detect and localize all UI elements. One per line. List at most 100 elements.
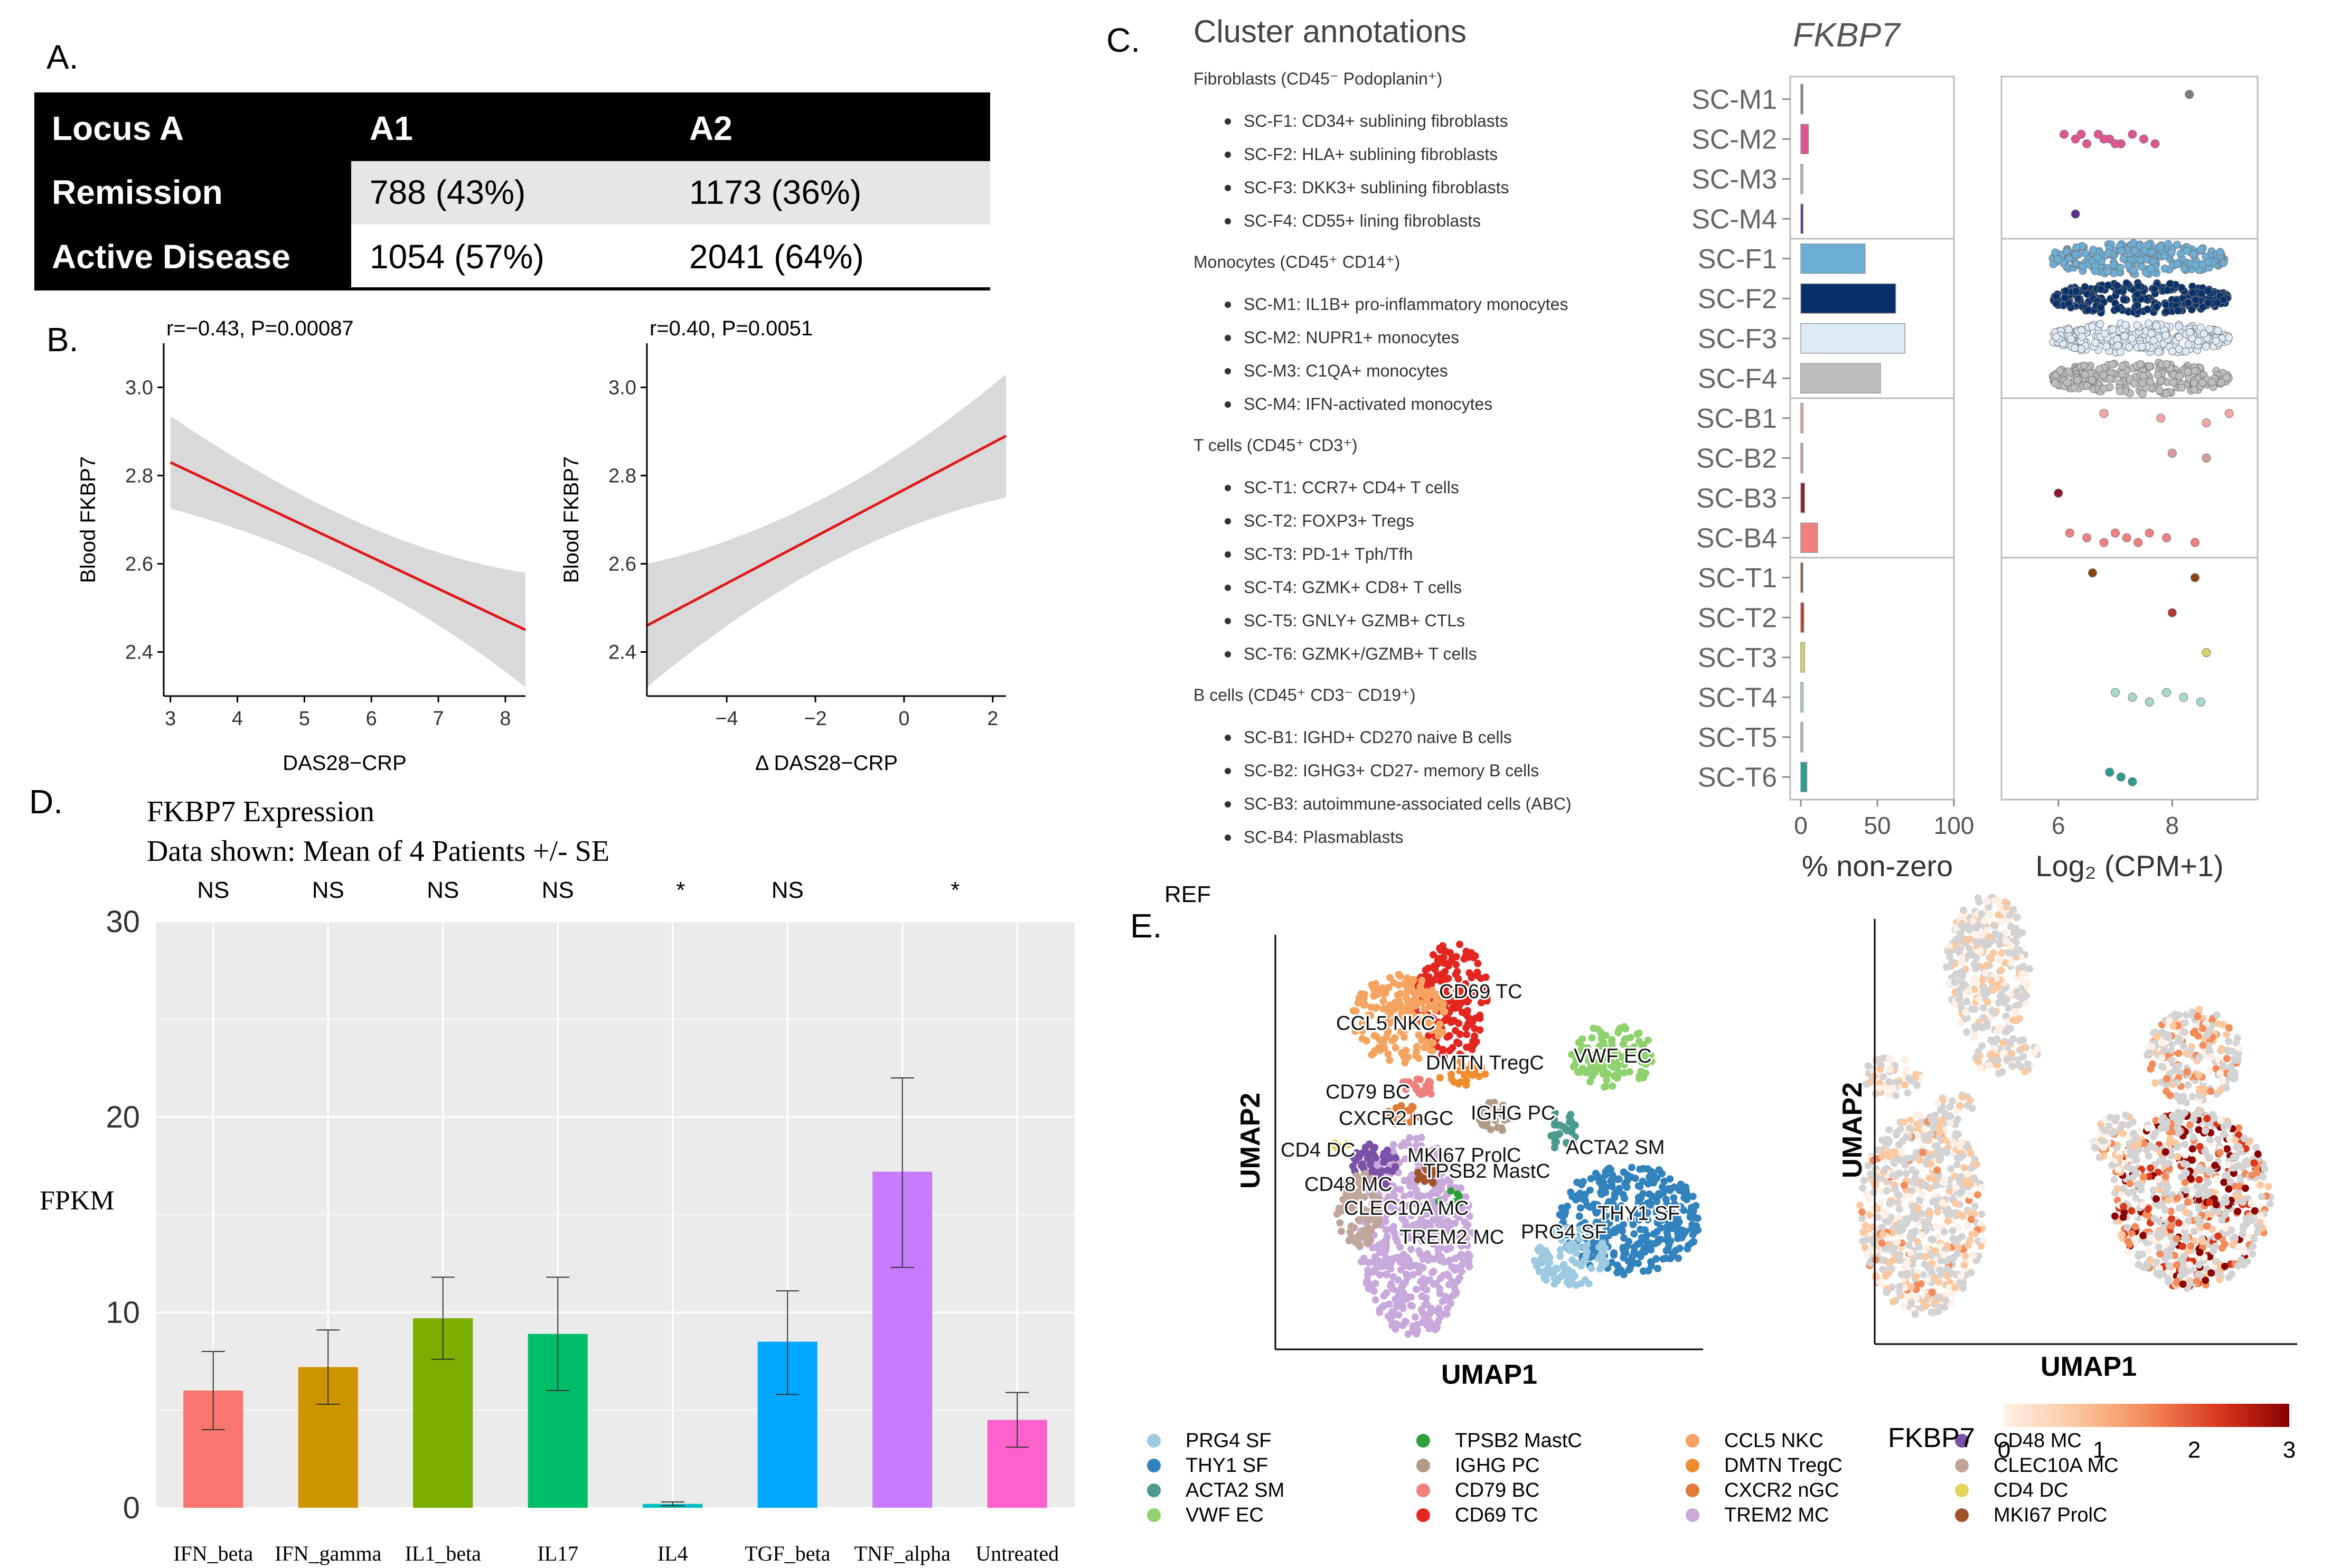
umap-cell	[1428, 987, 1436, 994]
umap-cell	[1477, 974, 1485, 982]
umap-cell	[1944, 1209, 1952, 1217]
umap-cell	[2012, 951, 2019, 959]
expression-dot	[2177, 284, 2186, 292]
umap-cell	[2194, 1032, 2202, 1040]
umap-cell	[1653, 1206, 1661, 1214]
umap-cell	[2151, 1079, 2159, 1087]
expression-dot	[2111, 688, 2120, 697]
umap-cell	[2201, 1127, 2209, 1135]
umap-cell	[1955, 996, 1963, 1003]
umap-cell	[1644, 1180, 1652, 1188]
umap-cell	[1400, 1033, 1408, 1041]
expression-dot	[2139, 372, 2148, 380]
umap-cell	[1436, 1074, 1444, 1082]
umap-cell	[1635, 1075, 1643, 1083]
umap-cell	[1993, 1035, 2001, 1043]
expression-dot	[2222, 373, 2231, 382]
umap-cell	[1665, 1216, 1672, 1224]
bar-chart-title: FKBP7 Expression	[147, 795, 374, 828]
umap-cell	[1608, 1037, 1615, 1045]
umap-cell	[1939, 1199, 1947, 1207]
expression-dot	[2130, 247, 2139, 255]
umap-cell	[1383, 1271, 1390, 1279]
umap-cell	[1389, 1147, 1397, 1155]
panel-c: C. Cluster annotations Fibroblasts (CD45…	[1106, 14, 2259, 907]
umap-cell	[1404, 1018, 1412, 1026]
umap-cell	[1438, 1050, 1446, 1058]
umap-cell	[1576, 1235, 1584, 1243]
umap-cell	[1878, 1223, 1886, 1231]
umap-cell	[1658, 1216, 1666, 1224]
expression-dot	[2061, 294, 2069, 302]
umap-cell	[1959, 1151, 1967, 1159]
table-row-label: Active Disease	[52, 238, 290, 276]
umap-cell	[2023, 979, 2031, 987]
umap-cell	[1438, 1310, 1446, 1318]
umap-cell	[1573, 1178, 1581, 1186]
umap-cell	[1610, 1072, 1618, 1080]
umap-cell	[1889, 1298, 1897, 1306]
umap-cell	[1546, 1259, 1554, 1266]
cluster-label: THY1 SF	[1597, 1203, 1680, 1225]
umap-cell	[1442, 1292, 1450, 1300]
percent-bar	[1800, 363, 1881, 393]
y-tick-label: 20	[106, 1100, 140, 1134]
umap-cell	[1553, 1138, 1561, 1146]
umap-cell	[1951, 1284, 1959, 1292]
umap-cell	[1884, 1270, 1892, 1278]
umap-cell	[1971, 1024, 1979, 1032]
umap-cell	[1397, 1028, 1405, 1036]
expression-dot	[2155, 386, 2164, 395]
umap-cell	[1908, 1231, 1916, 1239]
cluster-annotation-item: SC-T3: PD-1+ Tph/Tfh	[1244, 544, 1413, 564]
umap-cell	[1959, 906, 1967, 914]
umap-cell	[1360, 1233, 1368, 1241]
expression-dot	[2122, 279, 2131, 287]
umap-cell	[1437, 998, 1445, 1006]
umap-cell	[1928, 1288, 1936, 1296]
cluster-annotation-item: SC-M3: C1QA+ monocytes	[1244, 361, 1448, 380]
umap-cell	[1621, 1035, 1629, 1043]
cluster-label: CXCR2 nGC	[1339, 1107, 1454, 1130]
umap-cell	[1974, 921, 1982, 929]
umap-cell	[1929, 1236, 1937, 1244]
umap-cell	[1895, 1205, 1903, 1213]
umap-cell	[1418, 1309, 1426, 1317]
category-label: IL17	[537, 1542, 578, 1565]
umap-cell	[1925, 1264, 1933, 1272]
umap-cell	[2019, 963, 2027, 971]
umap-cell	[1402, 1279, 1409, 1287]
umap-cell	[1376, 1036, 1384, 1044]
umap-cell	[1925, 1209, 1933, 1217]
expression-dot	[2082, 139, 2092, 148]
x-tick-label: 8	[2166, 812, 2179, 839]
umap-cell	[1923, 1276, 1931, 1284]
expression-dot	[2134, 281, 2142, 290]
expression-dot	[2071, 344, 2079, 352]
expression-dot	[2219, 296, 2227, 304]
umap-cell	[1886, 1199, 1894, 1207]
expression-dot	[2205, 325, 2214, 333]
umap-cell	[1476, 1011, 1484, 1019]
umap-cell	[1885, 1078, 1893, 1086]
cluster-group-header: T cells (CD45⁺ CD3⁺)	[1193, 436, 1358, 455]
umap-cell	[1643, 1216, 1651, 1224]
umap-cell	[1562, 1208, 1569, 1216]
expression-dot	[2164, 240, 2173, 248]
umap-cell	[1659, 1255, 1667, 1263]
umap-cell	[1427, 1027, 1435, 1035]
expression-dot	[2073, 376, 2082, 384]
umap-cell	[1413, 1075, 1421, 1083]
umap-cell	[1401, 1227, 1409, 1235]
umap-cell	[1859, 1237, 1867, 1245]
expression-dot	[2133, 301, 2141, 309]
umap-cell	[2194, 1012, 2202, 1020]
x-tick-label: 0	[898, 708, 909, 730]
umap-cell	[1435, 1029, 1443, 1037]
umap-cell	[1451, 1254, 1459, 1262]
umap-cell	[1544, 1270, 1552, 1278]
cluster-annotation-item: SC-M4: IFN-activated monocytes	[1244, 395, 1492, 414]
umap-cell	[1901, 1056, 1909, 1064]
umap-cell	[2006, 1025, 2014, 1032]
umap-cell	[1440, 1272, 1448, 1280]
